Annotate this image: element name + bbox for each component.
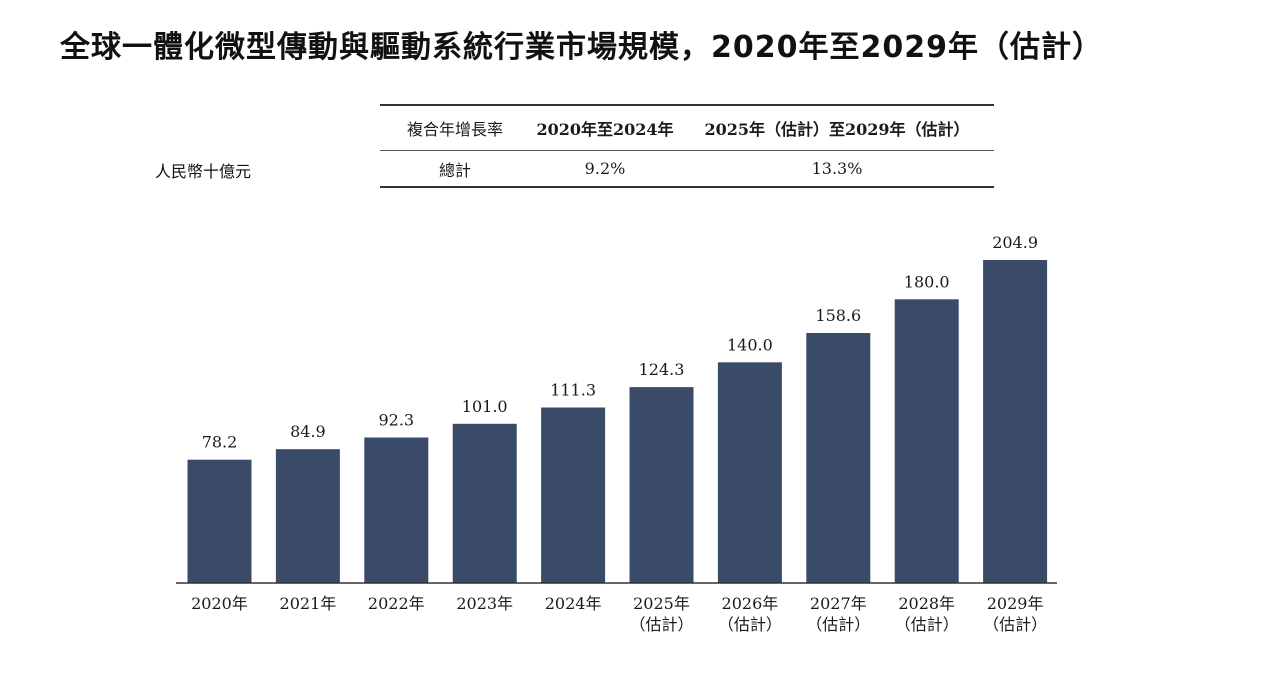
cagr-value-period-1: 9.2% — [530, 150, 680, 188]
category-label-5-line-1: （估計） — [629, 615, 693, 634]
bar-group — [187, 260, 1048, 583]
cagr-header-period-1: 2020年至2024年 — [530, 104, 680, 151]
cagr-row-label: 總計 — [380, 150, 530, 188]
value-label-6: 140.0 — [727, 335, 773, 354]
category-label-4-line-0: 2024年 — [545, 594, 602, 613]
category-label-0-line-0: 2020年 — [191, 594, 248, 613]
bar-3 — [452, 423, 517, 583]
cagr-header-label: 複合年增長率 — [380, 104, 530, 151]
bar-4 — [541, 407, 606, 583]
bar-6 — [717, 362, 782, 583]
bar-5 — [629, 387, 694, 583]
category-label-3-line-0: 2023年 — [456, 594, 513, 613]
bar-0 — [187, 459, 252, 583]
category-label-7-line-0: 2027年 — [810, 594, 867, 613]
label-group: 78.2 2020年 84.9 2021年 92.3 2022年 101.0 2023年 111… — [191, 233, 1047, 634]
value-label-3: 101.0 — [462, 397, 508, 416]
category-label-9-line-0: 2029年 — [987, 594, 1044, 613]
category-label-6-line-0: 2026年 — [722, 594, 779, 613]
value-label-4: 111.3 — [550, 381, 596, 400]
category-label-1-line-0: 2021年 — [280, 594, 337, 613]
cagr-value-period-2: 13.3% — [680, 150, 994, 188]
category-label-7-line-1: （估計） — [806, 615, 870, 634]
category-label-2-line-0: 2022年 — [368, 594, 425, 613]
category-label-6-line-1: （估計） — [718, 615, 782, 634]
unit-label: 人民幣十億元 — [155, 162, 252, 181]
value-label-0: 78.2 — [202, 433, 238, 452]
cagr-table-row-total: 總計 9.2% 13.3% — [380, 150, 994, 188]
value-label-5: 124.3 — [639, 360, 685, 379]
bar-9 — [983, 260, 1048, 583]
category-label-5-line-0: 2025年 — [633, 594, 690, 613]
bar-7 — [806, 333, 871, 583]
value-label-7: 158.6 — [815, 306, 861, 325]
bar-8 — [894, 299, 959, 583]
page-title: 全球一體化微型傳動與驅動系統行業市場規模，2020年至2029年（估計） — [60, 30, 1103, 65]
value-label-2: 92.3 — [378, 411, 414, 430]
category-label-9-line-1: （估計） — [983, 615, 1047, 634]
value-label-8: 180.0 — [904, 272, 950, 291]
bar-1 — [275, 449, 340, 583]
cagr-table: 複合年增長率 2020年至2024年 2025年（估計）至2029年（估計） 總… — [380, 104, 994, 188]
cagr-table-header-row: 複合年增長率 2020年至2024年 2025年（估計）至2029年（估計） — [380, 104, 994, 151]
cagr-header-period-2: 2025年（估計）至2029年（估計） — [680, 104, 994, 151]
value-label-1: 84.9 — [290, 422, 326, 441]
bar-2 — [364, 437, 429, 583]
category-label-8-line-0: 2028年 — [898, 594, 955, 613]
category-label-8-line-1: （估計） — [895, 615, 959, 634]
value-label-9: 204.9 — [992, 233, 1038, 252]
